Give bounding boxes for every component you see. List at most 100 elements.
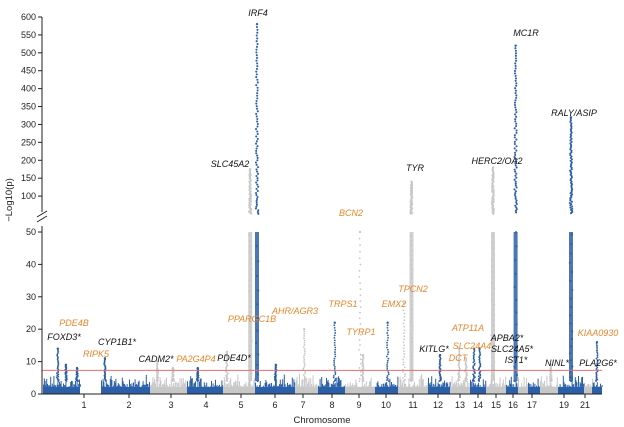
chr-6-point bbox=[259, 384, 260, 387]
chr-5-point bbox=[226, 384, 228, 387]
peak-point bbox=[303, 375, 306, 378]
chromosome-19-points bbox=[540, 375, 558, 394]
peak-point bbox=[403, 350, 405, 353]
chr-15-point bbox=[486, 384, 487, 387]
chr-7-point bbox=[298, 384, 300, 387]
chr-15-baseline bbox=[486, 386, 506, 394]
chr-2-point bbox=[109, 378, 111, 387]
chr-4-point bbox=[200, 378, 202, 387]
chr-2-point bbox=[135, 384, 137, 387]
peak-point bbox=[386, 332, 389, 334]
chr-9-point bbox=[352, 383, 354, 387]
peak-point bbox=[515, 149, 518, 152]
chr-2-point bbox=[113, 381, 115, 387]
chr-3-point bbox=[154, 378, 155, 387]
peak-point bbox=[256, 154, 259, 157]
peak-point bbox=[256, 81, 259, 84]
y-tick-label: 300 bbox=[21, 119, 36, 129]
chr-17-point bbox=[521, 382, 523, 387]
peak-point bbox=[256, 166, 260, 169]
peak-point bbox=[514, 108, 517, 111]
chr-1-point bbox=[69, 386, 71, 387]
peak-point bbox=[303, 341, 306, 344]
peak-top-point bbox=[410, 180, 413, 183]
chr-3-point bbox=[177, 382, 179, 387]
chr-7-point bbox=[303, 386, 304, 387]
chr-11-point bbox=[426, 385, 428, 387]
peak-point bbox=[515, 122, 518, 125]
peak-point bbox=[359, 250, 361, 253]
peak-point bbox=[359, 294, 362, 297]
chr-10-point bbox=[389, 378, 391, 387]
peak-point bbox=[333, 367, 336, 370]
chr-18-point bbox=[528, 383, 530, 387]
peak-point bbox=[514, 195, 517, 198]
chr-13-point bbox=[461, 382, 463, 387]
chr-14-point bbox=[485, 380, 487, 387]
peak-point bbox=[157, 371, 160, 374]
peak-top-point bbox=[333, 321, 336, 324]
peak-point bbox=[57, 352, 59, 354]
peak-point bbox=[479, 364, 482, 366]
chr-8-point bbox=[318, 385, 319, 387]
chr-4-baseline bbox=[187, 386, 223, 394]
peak-point bbox=[256, 65, 259, 68]
peak-top-point bbox=[464, 357, 468, 360]
peak-point bbox=[438, 380, 441, 382]
gene-label: EMX2 bbox=[382, 299, 407, 309]
chromosome-8-points bbox=[318, 376, 346, 394]
chr-5-point bbox=[250, 383, 252, 387]
x-tick-label: 15 bbox=[491, 400, 501, 410]
chr-3-point bbox=[184, 383, 186, 387]
chr-1-point bbox=[73, 384, 75, 387]
peak-chr7-11 bbox=[302, 328, 307, 382]
chr-14-point bbox=[479, 384, 481, 387]
peak-point bbox=[359, 344, 361, 346]
peak-point bbox=[256, 145, 259, 148]
y-tick-label: 150 bbox=[21, 173, 36, 183]
chr-12-point bbox=[435, 378, 437, 387]
peak-point bbox=[386, 375, 389, 377]
peak-point bbox=[255, 163, 258, 166]
peak-point bbox=[255, 112, 258, 115]
peak-point bbox=[256, 170, 259, 173]
chr-2-point bbox=[113, 385, 114, 387]
peak-point bbox=[333, 344, 336, 347]
peak-point bbox=[257, 209, 260, 212]
peak-point bbox=[256, 28, 259, 31]
peak-point bbox=[402, 341, 405, 344]
peak-point bbox=[596, 356, 599, 358]
chr-12-point bbox=[429, 384, 431, 387]
peak-point bbox=[513, 136, 516, 139]
chr-1-point bbox=[71, 380, 72, 387]
chr-1-point bbox=[76, 379, 78, 387]
peak-point bbox=[514, 92, 517, 95]
chr-8-point bbox=[319, 378, 321, 387]
peak-point bbox=[333, 337, 336, 339]
gene-label: TRPS1 bbox=[328, 299, 357, 309]
peak-point bbox=[473, 380, 476, 382]
peak-point bbox=[402, 363, 405, 366]
y-tick-label: 10 bbox=[26, 357, 36, 367]
chr-3-point bbox=[155, 382, 157, 387]
chr-7-point bbox=[302, 379, 304, 387]
chr-8-point bbox=[337, 382, 339, 387]
chr-1-point bbox=[59, 381, 60, 387]
peak-point bbox=[472, 361, 475, 364]
chr-15-point bbox=[502, 379, 504, 387]
peak-point bbox=[334, 329, 336, 332]
chr-8-baseline bbox=[318, 386, 345, 394]
peak-point bbox=[403, 344, 406, 347]
peak-point bbox=[402, 377, 404, 380]
chromosome-11-points bbox=[398, 373, 429, 394]
peak-point bbox=[513, 194, 517, 197]
peak-point bbox=[333, 324, 336, 327]
chr-7-point bbox=[315, 385, 316, 387]
chr-4-point bbox=[221, 380, 223, 387]
chr-16-point bbox=[515, 380, 517, 387]
chr-15-point bbox=[490, 383, 491, 387]
chr-10-point bbox=[380, 386, 382, 387]
chr-2-point bbox=[129, 379, 130, 387]
chr-8-point bbox=[333, 381, 335, 387]
peak-point bbox=[596, 360, 599, 363]
